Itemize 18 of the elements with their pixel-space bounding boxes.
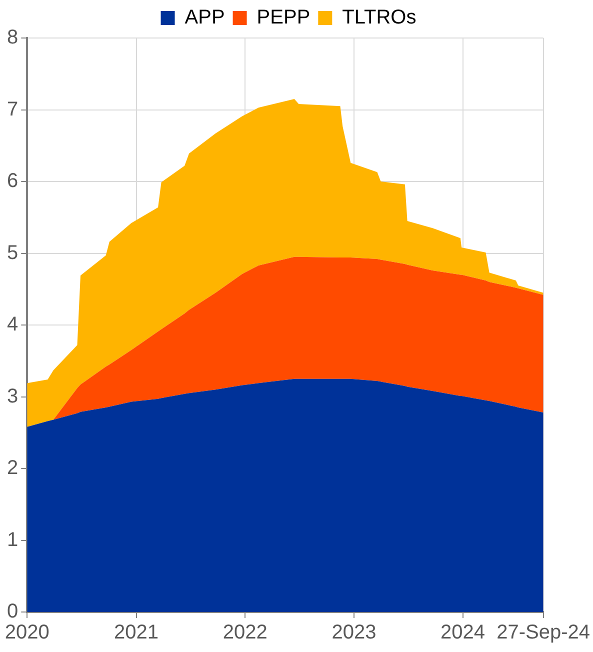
legend-label: APP	[184, 6, 225, 29]
x-tick-label: 2021	[114, 622, 159, 644]
y-tick-label: 2	[7, 457, 18, 480]
x-tick-label: 2024	[440, 622, 486, 644]
x-tick-label: 2023	[332, 622, 376, 644]
y-tick-label: 7	[7, 98, 18, 120]
x-tick-label: 2020	[4, 622, 50, 644]
y-tick-label: 4	[7, 314, 18, 336]
x-tick-label: 27-Sep-24	[496, 622, 590, 644]
x-tick-label: 2022	[222, 622, 268, 644]
y-tick-label: 5	[7, 242, 18, 264]
y-tick-label: 0	[7, 600, 18, 623]
legend-label: PEPP	[256, 6, 310, 29]
y-tick-label: 3	[7, 385, 18, 408]
legend-label: TLTROs	[342, 6, 416, 29]
y-tick-label: 8	[7, 26, 18, 49]
y-tick-label: 1	[7, 528, 18, 551]
y-tick-label: 6	[7, 170, 18, 192]
